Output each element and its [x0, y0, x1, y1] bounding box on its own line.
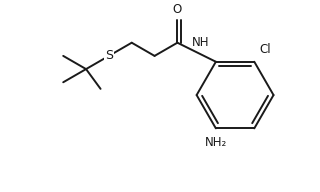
- Text: NH: NH: [192, 36, 209, 49]
- Text: S: S: [105, 49, 113, 62]
- Text: Cl: Cl: [259, 43, 271, 56]
- Text: NH₂: NH₂: [205, 136, 227, 149]
- Text: O: O: [173, 3, 182, 16]
